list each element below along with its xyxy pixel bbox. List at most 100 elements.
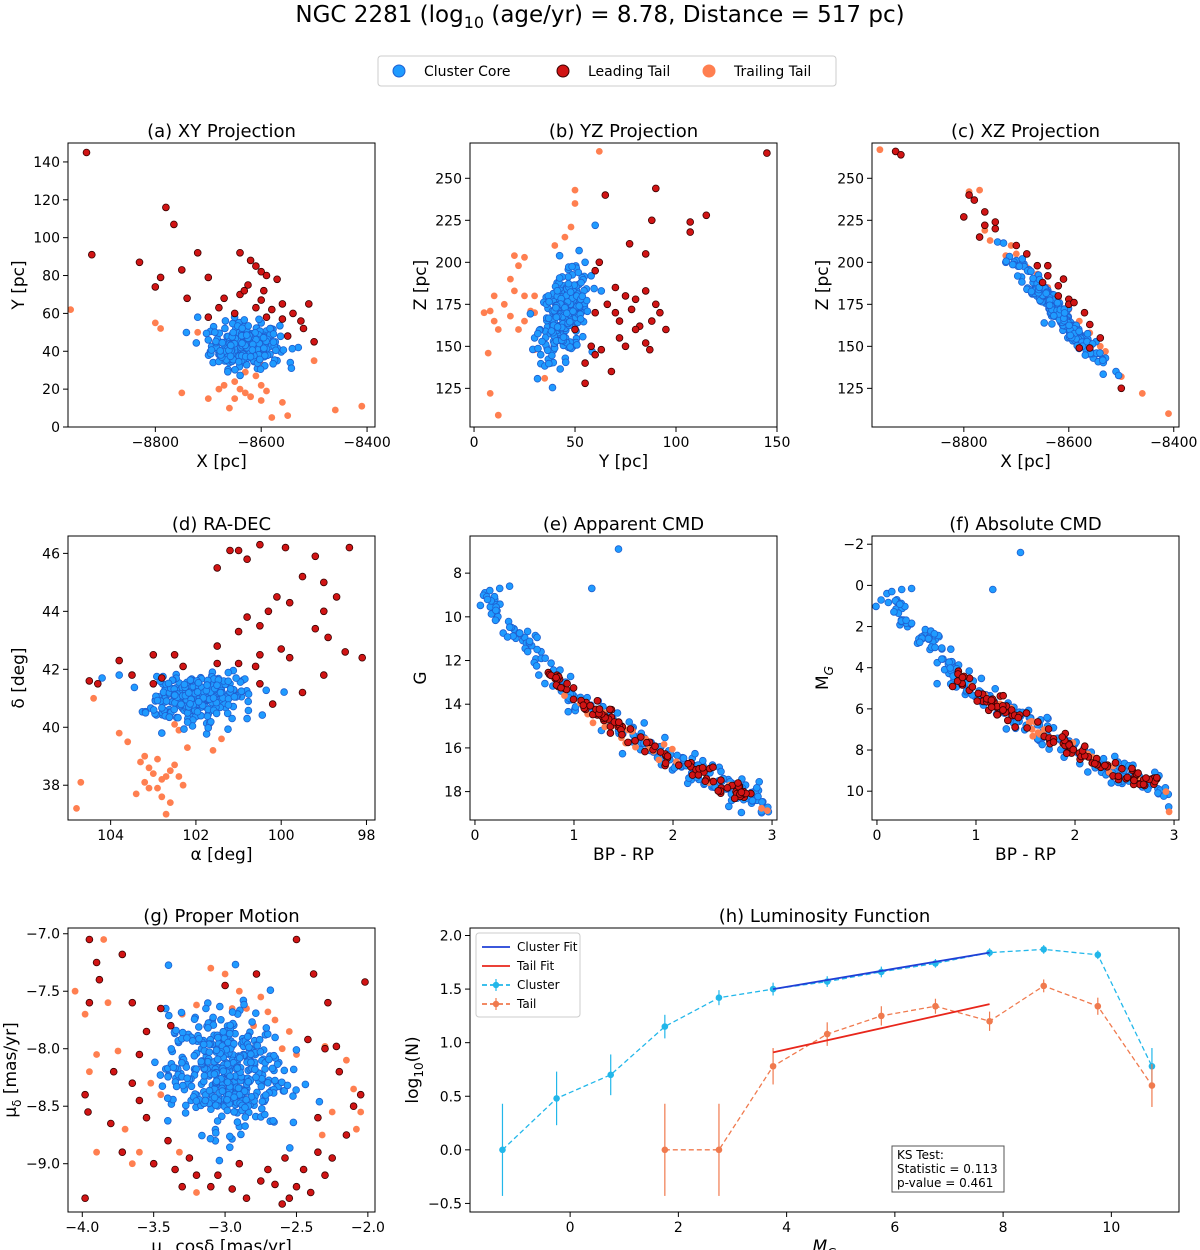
point-leading: [563, 679, 571, 688]
panel-title: (f) Absolute CMD: [949, 514, 1101, 535]
point-leading: [763, 149, 771, 157]
point-cluster: [240, 316, 249, 324]
point-cluster: [578, 292, 587, 301]
point-cluster: [1045, 301, 1054, 310]
point-leading: [204, 273, 213, 282]
point-trailing: [595, 148, 603, 155]
point-leading: [552, 673, 560, 682]
legend-label-trailing: Trailing Tail: [733, 64, 811, 80]
point-cluster: [534, 344, 542, 353]
point-leading: [228, 1185, 237, 1193]
axes-frame: [469, 142, 778, 428]
point-cluster: [931, 643, 939, 652]
x-axis-label: α [deg]: [191, 845, 253, 865]
point-cluster: [245, 1043, 253, 1052]
point-leading: [569, 684, 578, 692]
y-tick-label: 16: [444, 741, 462, 757]
x-axis-label-sub: α: [162, 1246, 170, 1250]
point-leading: [987, 696, 996, 705]
point-cluster: [194, 697, 203, 706]
point-leading: [142, 1027, 151, 1036]
x-tick-label: 0: [470, 435, 479, 451]
y-tick-label: 20: [42, 382, 60, 398]
point-cluster: [933, 679, 941, 688]
point-cluster: [237, 1130, 245, 1139]
point-cluster: [223, 1106, 232, 1115]
point-trailing: [1096, 342, 1104, 350]
point-leading: [587, 342, 595, 351]
point-cluster: [241, 1122, 249, 1130]
point-trailing: [561, 692, 568, 699]
point-leading: [107, 1119, 115, 1128]
plot-area: [872, 548, 1173, 816]
point-cluster: [223, 1078, 232, 1086]
y-tick-label: 140: [33, 155, 60, 171]
point-trailing: [328, 1108, 336, 1116]
point-trailing: [358, 402, 366, 410]
x-axis-label: X [pc]: [1000, 452, 1050, 472]
point-cluster: [194, 678, 203, 687]
x-tick-label: 50: [566, 435, 584, 451]
point-leading: [85, 677, 94, 685]
point-leading: [262, 313, 271, 322]
lf-legend-label: Cluster Fit: [517, 940, 578, 954]
point-leading: [571, 325, 579, 334]
point-tail: [715, 1146, 723, 1154]
point-cluster: [536, 350, 545, 359]
point-cluster: [590, 284, 598, 293]
point-leading: [702, 211, 711, 220]
point-trailing: [331, 406, 339, 414]
x-tick-label: −3.0: [208, 1220, 242, 1236]
point-cluster: [533, 645, 541, 654]
point-leading: [645, 345, 654, 354]
axes-frame: [871, 535, 1180, 821]
point-cluster: [1053, 298, 1062, 307]
point-leading: [642, 738, 651, 747]
point-leading: [267, 305, 276, 314]
point-leading: [345, 543, 354, 552]
point-cluster: [1043, 713, 1051, 722]
point-cluster: [679, 754, 688, 762]
point-cluster: [1096, 349, 1104, 357]
y-axis-label: μδ [mas/yr]: [1, 1022, 24, 1117]
point-cluster: [115, 671, 123, 679]
point-trailing: [976, 186, 983, 194]
point-cluster: [255, 315, 263, 324]
point-cluster: [98, 674, 106, 682]
point-leading: [1114, 772, 1123, 781]
point-trailing: [179, 781, 187, 789]
y-tick-label: 225: [435, 213, 462, 229]
point-leading: [1054, 281, 1063, 290]
point-leading: [611, 283, 620, 292]
point-leading: [1123, 773, 1132, 782]
panel-radec: (d) RA-DEC 104 102 100 98 38 40 42 44 46 α [deg] δ …: [9, 514, 376, 865]
point-cluster: [141, 708, 150, 717]
point-leading: [285, 653, 294, 662]
point-trailing: [480, 309, 488, 317]
point-cluster: [253, 1041, 262, 1050]
point-cluster: [884, 598, 893, 607]
point-trailing: [235, 987, 243, 995]
point-trailing: [567, 223, 575, 231]
point-leading: [991, 224, 1000, 233]
point-leading: [1142, 774, 1150, 782]
point-cluster: [188, 722, 197, 730]
y-tick-label: 2: [855, 620, 864, 636]
x-tick-label: 2: [1071, 828, 1080, 844]
point-trailing: [176, 1148, 183, 1156]
point-cluster: [1013, 272, 1022, 280]
point-leading: [897, 151, 905, 159]
point-cluster: [1050, 311, 1058, 320]
y-axis-label-main: M: [813, 675, 833, 690]
y-tick-label: 150: [435, 339, 462, 355]
point-trailing: [77, 778, 85, 786]
point-trailing: [207, 964, 215, 972]
point-leading: [714, 787, 722, 795]
point-leading: [310, 337, 318, 346]
point-cluster: [895, 600, 904, 608]
point-cluster: [201, 1096, 210, 1105]
point-leading: [1070, 298, 1078, 307]
point-leading: [591, 350, 599, 359]
series-cluster: [499, 945, 1156, 1196]
point-leading: [970, 196, 979, 204]
